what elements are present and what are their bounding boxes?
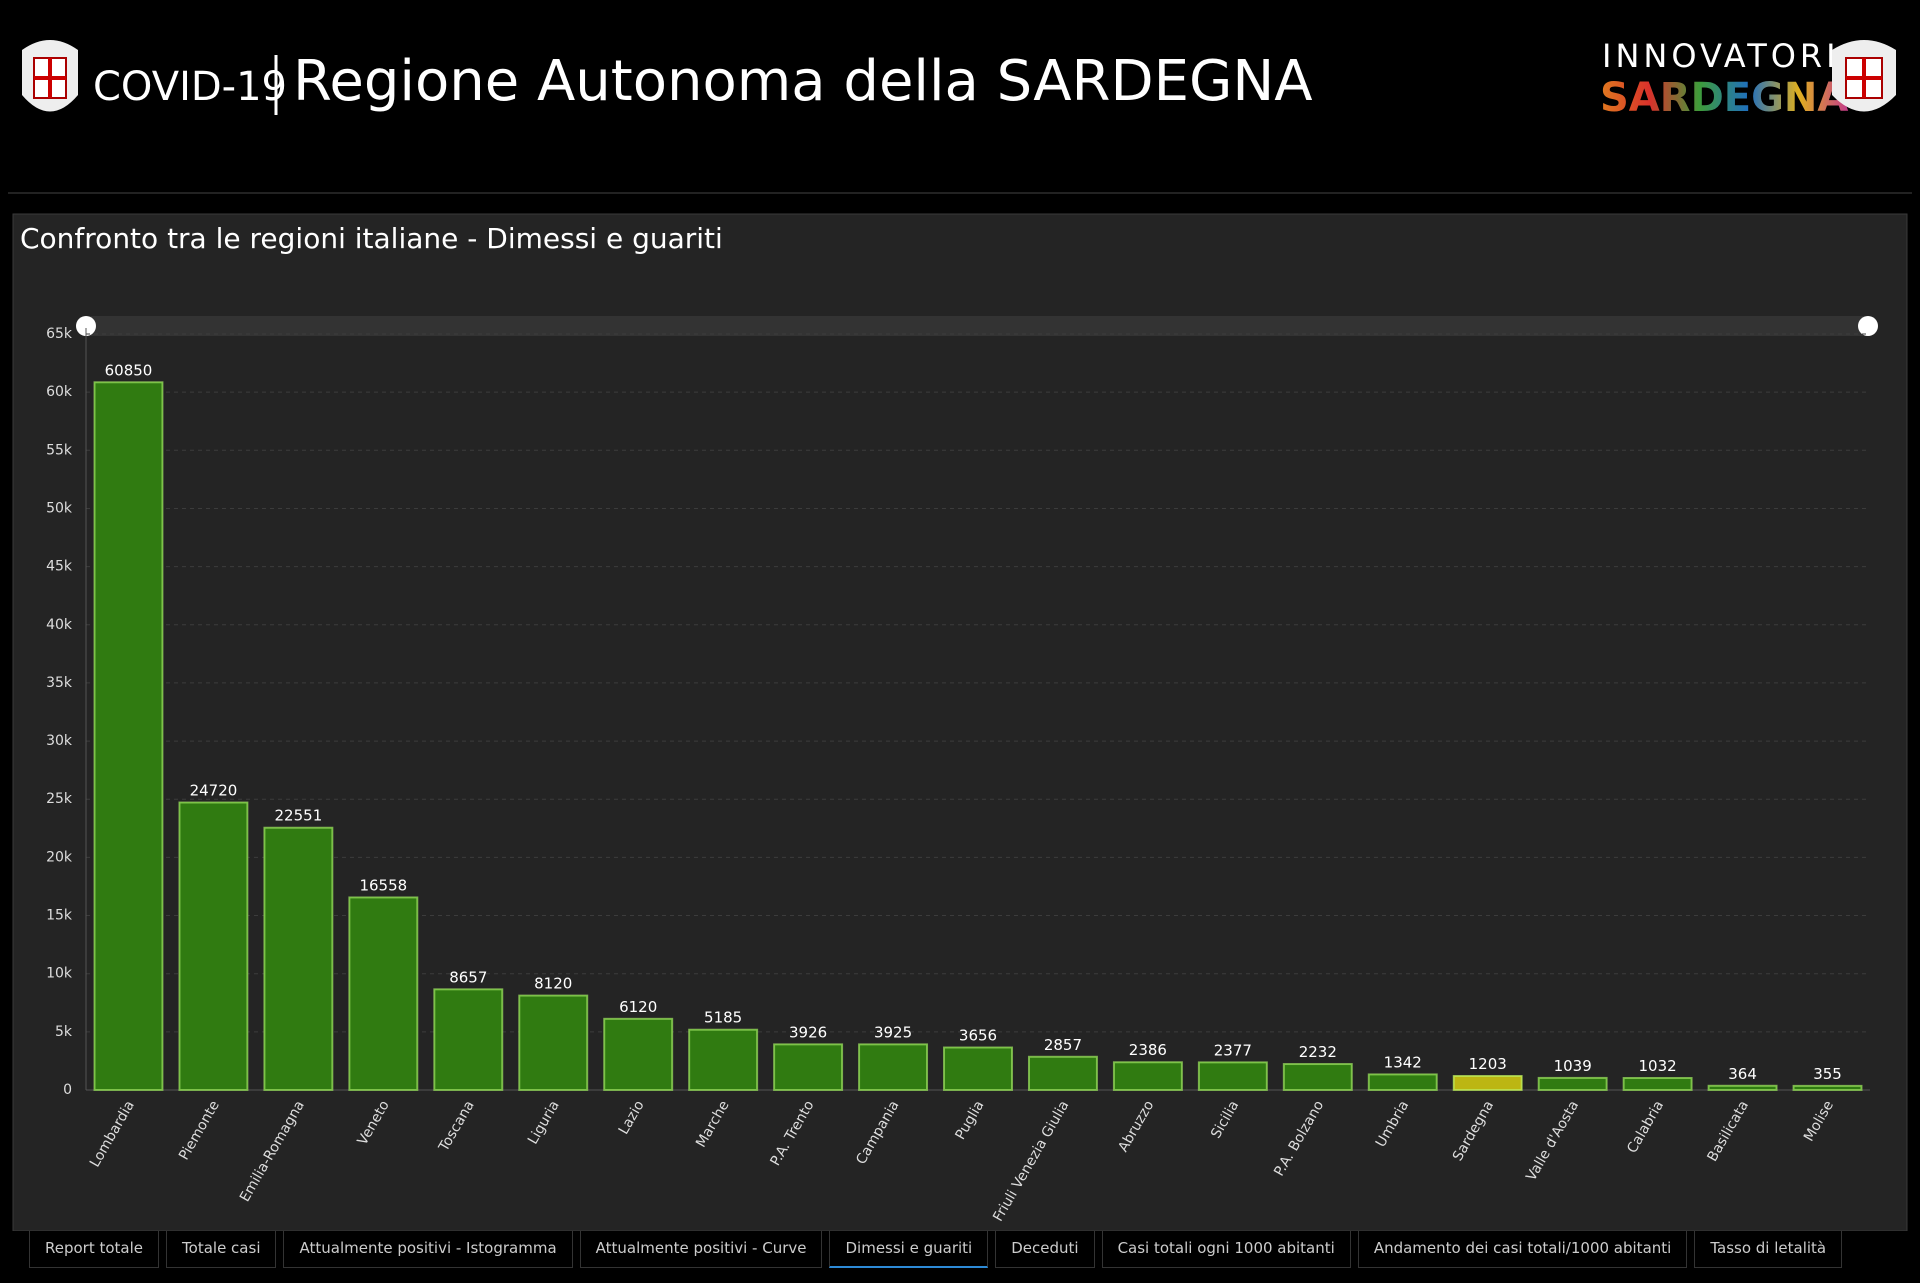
crest-right [1832,40,1896,112]
value-label: 16558 [359,876,407,894]
bar-outline [603,1017,674,1092]
bar [178,801,248,1091]
logo-top: INNOVATORI [1602,37,1840,75]
bar [943,1046,1013,1091]
value-label: 3656 [959,1026,997,1044]
tab[interactable]: Attualmente positivi - Curve [579,1231,823,1268]
value-label: 1039 [1554,1057,1592,1075]
bar-outline [773,1043,844,1092]
bar [603,1018,673,1091]
y-tick-label: 5k [55,1024,73,1040]
bar-outline [858,1043,929,1092]
covid-label: COVID-19 [93,64,287,110]
y-tick-label: 50k [46,500,73,516]
bar [1113,1061,1183,1091]
value-label: 22551 [275,807,323,825]
value-label: 3926 [789,1023,827,1041]
value-label: 60850 [105,361,153,379]
bar-outline [1027,1055,1098,1091]
zoom-slider[interactable] [86,316,1868,336]
tab[interactable]: Totale casi [166,1231,277,1268]
bar [1538,1077,1608,1091]
y-tick-label: 10k [46,966,73,982]
bar [1198,1061,1268,1091]
bar-outline [1282,1063,1353,1092]
tab[interactable]: Report totale [29,1231,160,1268]
tab[interactable]: Attualmente positivi - Istogramma [283,1231,573,1268]
logo-bottom: SARDEGNA [1600,75,1848,121]
value-label: 2377 [1214,1041,1252,1059]
bar [773,1043,843,1091]
value-label: 2857 [1044,1036,1082,1054]
bar-outline [1537,1076,1608,1092]
bar-outline [943,1046,1013,1091]
crest-left [22,40,78,112]
bar [433,988,503,1091]
page-title: Regione Autonoma della SARDEGNA [293,49,1313,114]
bar [518,995,588,1091]
value-label: 1032 [1639,1057,1677,1075]
bar-outline [433,988,504,1092]
y-tick-label: 15k [46,908,73,924]
tab[interactable]: Deceduti [995,1231,1095,1268]
y-tick-label: 25k [46,791,73,807]
tab[interactable]: Casi totali ogni 1000 abitanti [1101,1231,1351,1268]
bar-outline [1707,1084,1778,1091]
value-label: 364 [1728,1065,1757,1083]
bar-outline [1112,1061,1183,1092]
bar-outline [1792,1084,1863,1092]
bar [93,381,163,1091]
value-label: 8657 [449,968,487,986]
value-label: 355 [1813,1065,1842,1083]
bar [1623,1077,1693,1091]
bar-outline [1622,1076,1693,1092]
bar-outline [263,826,334,1092]
value-label: 2232 [1299,1043,1337,1061]
bar [1283,1063,1353,1091]
tab[interactable]: Dimessi e guariti [829,1231,989,1268]
bar-outline [688,1028,759,1091]
slider-handle[interactable] [76,316,96,336]
bar-outline [1452,1075,1523,1091]
value-label: 5185 [704,1009,742,1027]
bar [688,1029,758,1091]
value-label: 6120 [619,998,657,1016]
y-tick-label: 20k [46,849,73,865]
y-tick-label: 40k [46,617,73,633]
bar [1028,1056,1098,1091]
value-label: 2386 [1129,1041,1167,1059]
value-label: 24720 [190,781,238,799]
bar [1453,1075,1523,1091]
y-tick-label: 30k [46,733,73,749]
tab-bar: Report totale Totale casi Attualmente posi… [29,1231,1843,1268]
value-label: 8120 [534,975,572,993]
tab[interactable]: Andamento dei casi totali/1000 abitanti [1357,1231,1688,1268]
bar [263,827,333,1091]
chart-title: Confronto tra le regioni italiane - Dime… [20,222,723,255]
bar-outline [1197,1061,1268,1091]
chart: COVID-19 Regione Autonoma della SARDEGNA… [8,37,1912,1231]
bar-outline [178,801,249,1091]
y-tick-label: 0 [63,1082,72,1098]
value-label: 3925 [874,1023,912,1041]
bar [858,1043,928,1091]
y-tick-label: 35k [46,675,73,691]
value-label: 1203 [1469,1055,1507,1073]
y-tick-label: 55k [46,442,73,458]
y-tick-label: 45k [46,559,73,575]
y-tick-label: 60k [46,384,73,400]
tab[interactable]: Tasso di letalità [1694,1231,1843,1268]
bar-outline [1367,1073,1438,1091]
slider-handle[interactable] [1858,316,1878,336]
y-tick-label: 65k [46,326,73,342]
value-label: 1342 [1384,1053,1422,1071]
bar [348,896,418,1091]
bar [1368,1073,1438,1091]
bar-outline [348,896,419,1091]
bar-outline [518,994,589,1092]
bar-outline [93,381,164,1091]
